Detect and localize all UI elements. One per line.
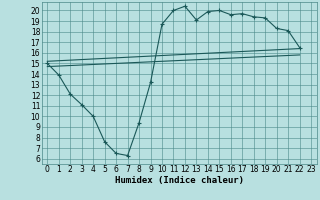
X-axis label: Humidex (Indice chaleur): Humidex (Indice chaleur) (115, 176, 244, 185)
